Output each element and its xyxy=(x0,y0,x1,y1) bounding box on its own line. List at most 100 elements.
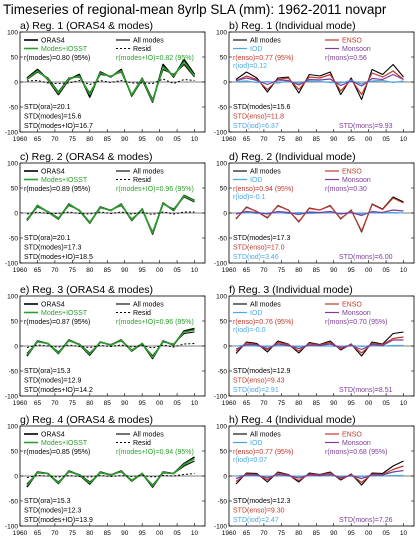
legend-label: All modes xyxy=(250,169,281,176)
legend-label: Modes+IOSST xyxy=(41,440,88,447)
x-tick-label: 75 xyxy=(69,400,77,407)
legend-label: Monsoon xyxy=(342,177,371,184)
legend-label: Modes+IOSST xyxy=(41,46,88,53)
x-tick-label: 70 xyxy=(260,267,268,274)
panel-title: d) Reg. 2 (Individual mode) xyxy=(229,151,356,163)
x-tick-label: 95 xyxy=(348,267,356,274)
std-annotation: STD(iod)=2.91 xyxy=(233,387,279,394)
correlation-annotation: r(modes)=0.87 (95%) xyxy=(24,319,90,326)
legend-label: IOD xyxy=(250,46,262,53)
std-annotation: STD(mons)=8.51 xyxy=(339,387,393,394)
std-annotation: STD(modes+IO)=18.5 xyxy=(24,254,93,261)
y-tick-label: 100 xyxy=(216,294,227,301)
x-tick-label: 1960 xyxy=(222,400,237,407)
x-tick-label: 75 xyxy=(69,267,77,274)
legend-label: ORAS4 xyxy=(41,432,65,439)
std-annotation: STD(ora)=20.1 xyxy=(24,235,71,242)
y-tick-label: 0 xyxy=(14,474,18,481)
x-tick-label: 1960 xyxy=(13,267,28,274)
series-line-resid xyxy=(26,211,195,215)
x-tick-label: 10 xyxy=(400,400,408,407)
x-tick-label: 65 xyxy=(243,267,251,274)
std-annotation: STD(modes)=12.3 xyxy=(24,508,81,515)
x-tick-label: 85 xyxy=(104,267,112,274)
y-tick-label: -100 xyxy=(5,261,18,268)
std-annotation: STD(enso)=17.0 xyxy=(233,245,285,252)
y-tick-label: 50 xyxy=(220,186,228,193)
x-tick-label: 1960 xyxy=(222,530,237,537)
x-tick-label: 90 xyxy=(121,267,129,274)
correlation-annotation: r(enso)=0.77 (95%) xyxy=(233,55,294,62)
legend-label: Monsoon xyxy=(342,440,371,447)
x-tick-label: 10 xyxy=(400,530,408,537)
std-annotation: STD(modes)=17.3 xyxy=(24,245,81,252)
series-line-modes-iosst xyxy=(26,457,195,487)
y-tick-label: 0 xyxy=(223,344,227,351)
legend-label: Monsoon xyxy=(342,310,371,317)
x-tick-label: 95 xyxy=(139,136,147,143)
std-annotation: STD(modes)=17.3 xyxy=(233,235,290,242)
correlation-annotation: r(mons)=0.30 xyxy=(325,186,367,193)
legend-label: ORAS4 xyxy=(41,169,65,176)
series-line-enso xyxy=(235,70,404,96)
std-annotation: STD(enso)=11.8 xyxy=(233,114,284,121)
correlation-annotation: r(enso)=0.77 (95%) xyxy=(233,449,294,456)
legend-label: IOD xyxy=(250,310,262,317)
x-tick-label: 05 xyxy=(173,530,181,537)
std-annotation: STD(mons)=7.26 xyxy=(339,517,393,524)
y-tick-label: 0 xyxy=(14,211,18,218)
legend-label: All modes xyxy=(250,302,281,309)
x-tick-label: 80 xyxy=(86,530,94,537)
x-tick-label: 65 xyxy=(243,530,251,537)
x-tick-label: 70 xyxy=(51,530,59,537)
y-tick-label: -50 xyxy=(9,236,19,243)
x-tick-label: 90 xyxy=(330,530,338,537)
x-tick-label: 90 xyxy=(121,530,129,537)
y-tick-label: 100 xyxy=(216,30,227,37)
panel-title: a) Reg. 1 (ORAS4 & modes) xyxy=(20,20,153,32)
legend-label: Resid xyxy=(133,440,151,447)
y-tick-label: 0 xyxy=(14,80,18,87)
x-tick-label: 90 xyxy=(121,136,129,143)
y-tick-label: 0 xyxy=(223,80,227,87)
y-tick-label: 50 xyxy=(11,55,19,62)
x-tick-label: 85 xyxy=(313,267,321,274)
std-annotation: STD(modes)=15.6 xyxy=(24,114,81,121)
y-tick-label: -50 xyxy=(218,499,228,506)
x-tick-label: 95 xyxy=(139,400,147,407)
x-tick-label: 65 xyxy=(243,400,251,407)
series-line-monsoon xyxy=(235,339,404,351)
x-tick-label: 10 xyxy=(191,400,199,407)
legend-label: All modes xyxy=(133,302,164,309)
y-tick-label: -100 xyxy=(5,524,18,531)
series-line-all-modes xyxy=(235,460,404,486)
series-line-modes-iosst xyxy=(26,61,196,102)
legend-label: Modes+IOSST xyxy=(41,177,88,184)
x-tick-label: 70 xyxy=(51,267,59,274)
x-tick-label: 95 xyxy=(139,267,147,274)
legend-label: ENSO xyxy=(342,38,362,45)
x-tick-label: 85 xyxy=(313,530,321,537)
std-annotation: STD(modes)=12.9 xyxy=(233,368,290,375)
x-tick-label: 05 xyxy=(382,267,390,274)
x-tick-label: 05 xyxy=(173,400,181,407)
panel-title: b) Reg. 1 (Individual mode) xyxy=(229,20,356,32)
correlation-annotation: r(mons)=0.56 xyxy=(325,55,367,62)
std-annotation: STD(modes)=12.3 xyxy=(233,498,290,505)
x-tick-label: 00 xyxy=(156,136,164,143)
y-tick-label: 100 xyxy=(216,161,227,168)
correlation-annotation: r(enso)=0.76 (95%) xyxy=(233,319,294,326)
legend-label: All modes xyxy=(250,38,281,45)
y-tick-label: 0 xyxy=(223,211,227,218)
series-line-iod xyxy=(235,79,404,85)
series-line-modes-iosst xyxy=(26,195,195,234)
series-line-resid xyxy=(26,78,195,85)
std-annotation: STD(enso)=9.30 xyxy=(233,508,285,515)
x-tick-label: 85 xyxy=(104,136,112,143)
x-tick-label: 95 xyxy=(348,136,356,143)
x-tick-label: 75 xyxy=(278,530,286,537)
x-tick-label: 65 xyxy=(243,136,251,143)
y-tick-label: -50 xyxy=(9,369,19,376)
y-tick-label: 0 xyxy=(14,344,18,351)
